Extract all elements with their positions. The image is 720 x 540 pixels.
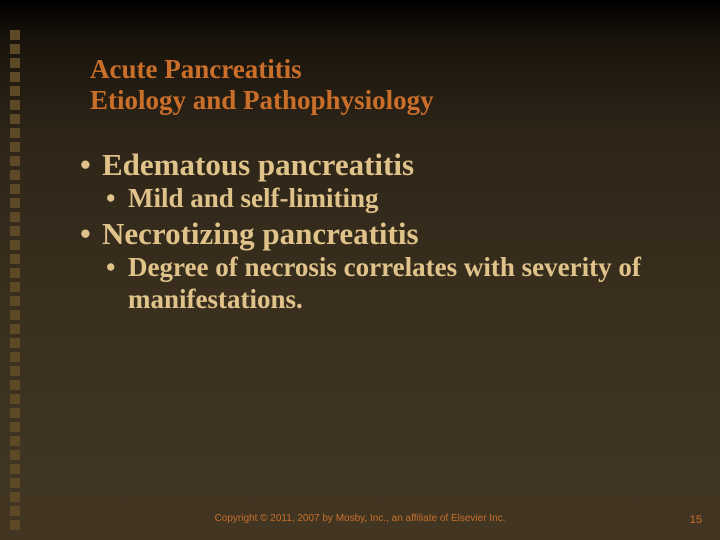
bullet-list: Edematous pancreatitis Mild and self-lim… <box>80 146 680 316</box>
stripe-square <box>10 296 20 306</box>
stripe-square <box>10 436 20 446</box>
stripe-square <box>10 310 20 320</box>
stripe-square <box>10 44 20 54</box>
title-line-1: Acute Pancreatitis <box>90 54 680 85</box>
stripe-square <box>10 478 20 488</box>
list-item: Necrotizing pancreatitis <box>80 215 680 252</box>
stripe-square <box>10 408 20 418</box>
stripe-square <box>10 366 20 376</box>
stripe-square <box>10 30 20 40</box>
stripe-square <box>10 338 20 348</box>
stripe-square <box>10 86 20 96</box>
stripe-square <box>10 226 20 236</box>
stripe-square <box>10 128 20 138</box>
stripe-square <box>10 492 20 502</box>
stripe-square <box>10 464 20 474</box>
stripe-square <box>10 72 20 82</box>
stripe-square <box>10 422 20 432</box>
stripe-square <box>10 58 20 68</box>
stripe-square <box>10 100 20 110</box>
stripe-square <box>10 254 20 264</box>
stripe-square <box>10 114 20 124</box>
stripe-square <box>10 240 20 250</box>
stripe-square <box>10 184 20 194</box>
stripe-square <box>10 352 20 362</box>
stripe-square <box>10 198 20 208</box>
copyright-footer: Copyright © 2011, 2007 by Mosby, Inc., a… <box>0 513 720 524</box>
stripe-square <box>10 156 20 166</box>
title-line-2: Etiology and Pathophysiology <box>90 85 680 116</box>
stripe-square <box>10 394 20 404</box>
stripe-square <box>10 324 20 334</box>
list-item: Mild and self-limiting <box>106 183 680 215</box>
stripe-square <box>10 282 20 292</box>
left-stripe <box>10 30 24 540</box>
stripe-square <box>10 268 20 278</box>
stripe-square <box>10 450 20 460</box>
page-number: 15 <box>690 514 702 526</box>
list-item: Degree of necrosis correlates with sever… <box>106 252 680 316</box>
stripe-square <box>10 142 20 152</box>
list-item: Edematous pancreatitis <box>80 146 680 183</box>
slide: Acute Pancreatitis Etiology and Pathophy… <box>0 0 720 540</box>
stripe-square <box>10 380 20 390</box>
stripe-square <box>10 170 20 180</box>
stripe-square <box>10 212 20 222</box>
content-area: Acute Pancreatitis Etiology and Pathophy… <box>90 54 680 316</box>
